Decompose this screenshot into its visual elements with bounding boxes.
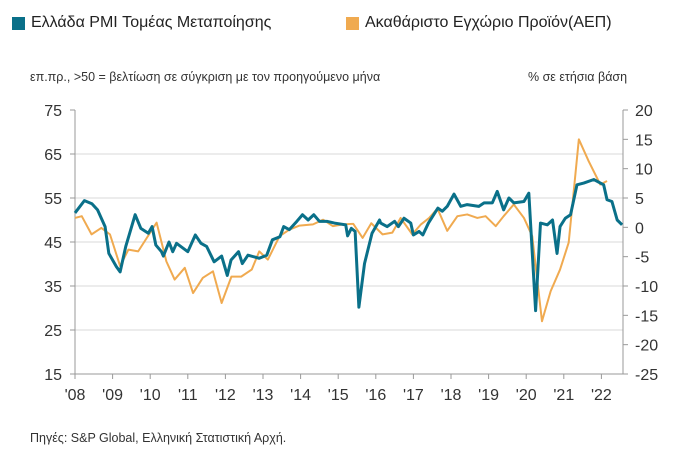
x-tick-label: '15 xyxy=(328,387,349,404)
left-tick-label: 55 xyxy=(44,191,62,208)
right-tick-label: 20 xyxy=(635,103,653,120)
left-tick-label: 25 xyxy=(44,323,62,340)
x-tick-label: '17 xyxy=(403,387,424,404)
left-tick-label: 75 xyxy=(44,103,62,120)
x-tick-label: '08 xyxy=(65,387,86,404)
x-tick-label: '19 xyxy=(478,387,499,404)
right-tick-label: -20 xyxy=(635,338,658,355)
right-tick-label: 15 xyxy=(635,132,653,149)
pmi-line xyxy=(73,178,624,313)
right-tick-label: 5 xyxy=(635,191,644,208)
right-tick-label: 10 xyxy=(635,162,653,179)
x-tick-label: '20 xyxy=(516,387,537,404)
x-tick-label: '13 xyxy=(253,387,274,404)
x-tick-label: '12 xyxy=(215,387,236,404)
right-tick-label: -25 xyxy=(635,367,658,384)
x-tick-label: '21 xyxy=(553,387,574,404)
left-tick-label: 35 xyxy=(44,279,62,296)
x-tick-label: '16 xyxy=(365,387,386,404)
x-tick-label: '22 xyxy=(591,387,612,404)
legend-swatch-pmi xyxy=(12,16,25,30)
x-tick-label: '10 xyxy=(140,387,161,404)
legend-item-gdp: Ακαθάριστο Εγχώριο Προϊόν(ΑΕΠ) xyxy=(346,14,612,32)
legend-item-pmi: Ελλάδα PMI Τομέας Μεταποίησης xyxy=(12,14,271,32)
legend-label-gdp: Ακαθάριστο Εγχώριο Προϊόν(ΑΕΠ) xyxy=(365,14,612,31)
left-tick-label: 45 xyxy=(44,235,62,252)
right-tick-label: -10 xyxy=(635,279,658,296)
right-axis-label: % σε ετήσια βάση xyxy=(528,70,628,84)
x-tick-label: '14 xyxy=(290,387,311,404)
right-tick-label: 0 xyxy=(635,220,644,237)
source-note: Πηγές: S&P Global, Ελληνική Στατιστική Α… xyxy=(30,431,287,445)
x-tick-label: '18 xyxy=(441,387,462,404)
x-tick-label: '09 xyxy=(102,387,123,404)
right-tick-label: -15 xyxy=(635,308,658,325)
left-tick-label: 15 xyxy=(44,367,62,384)
gdp-line xyxy=(74,138,608,323)
left-tick-label: 65 xyxy=(44,147,62,164)
left-axis-label: επ.πρ., >50 = βελτίωση σε σύγκριση με το… xyxy=(30,70,381,84)
legend-label-pmi: Ελλάδα PMI Τομέας Μεταποίησης xyxy=(31,14,272,31)
right-tick-label: -5 xyxy=(635,250,649,267)
legend-swatch-gdp xyxy=(346,16,359,30)
x-tick-label: '11 xyxy=(178,387,198,404)
